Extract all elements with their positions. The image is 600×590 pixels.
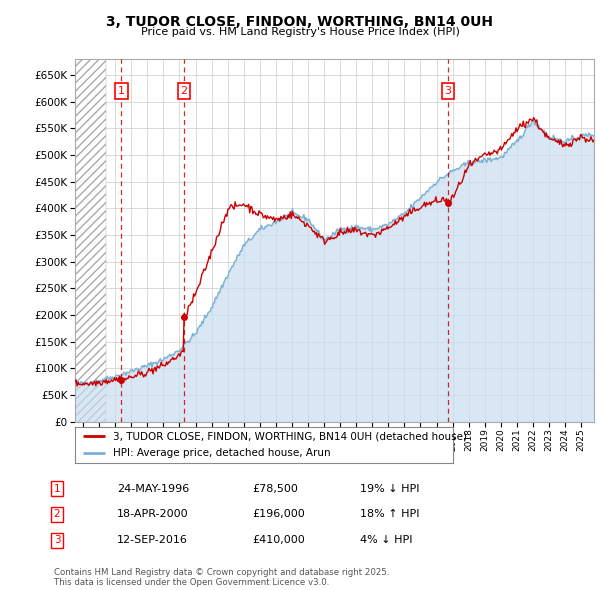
Text: 3: 3 [53, 536, 61, 545]
Text: 3: 3 [444, 86, 451, 96]
Bar [75, 59, 106, 422]
Text: 2: 2 [181, 86, 188, 96]
Text: 4% ↓ HPI: 4% ↓ HPI [360, 536, 413, 545]
Text: 24-MAY-1996: 24-MAY-1996 [117, 484, 189, 493]
Text: £78,500: £78,500 [252, 484, 298, 493]
Text: Contains HM Land Registry data © Crown copyright and database right 2025.
This d: Contains HM Land Registry data © Crown c… [54, 568, 389, 587]
Bar [75, 59, 106, 422]
Text: 2: 2 [53, 510, 61, 519]
Text: 12-SEP-2016: 12-SEP-2016 [117, 536, 188, 545]
Text: 1: 1 [118, 86, 125, 96]
Text: 3, TUDOR CLOSE, FINDON, WORTHING, BN14 0UH: 3, TUDOR CLOSE, FINDON, WORTHING, BN14 0… [107, 15, 493, 29]
Text: 18% ↑ HPI: 18% ↑ HPI [360, 510, 419, 519]
Text: Price paid vs. HM Land Registry's House Price Index (HPI): Price paid vs. HM Land Registry's House … [140, 28, 460, 37]
Text: HPI: Average price, detached house, Arun: HPI: Average price, detached house, Arun [113, 448, 331, 458]
Text: 1: 1 [53, 484, 61, 493]
Text: 18-APR-2000: 18-APR-2000 [117, 510, 188, 519]
Text: 3, TUDOR CLOSE, FINDON, WORTHING, BN14 0UH (detached house): 3, TUDOR CLOSE, FINDON, WORTHING, BN14 0… [113, 431, 467, 441]
Text: £196,000: £196,000 [252, 510, 305, 519]
Text: 19% ↓ HPI: 19% ↓ HPI [360, 484, 419, 493]
Text: £410,000: £410,000 [252, 536, 305, 545]
